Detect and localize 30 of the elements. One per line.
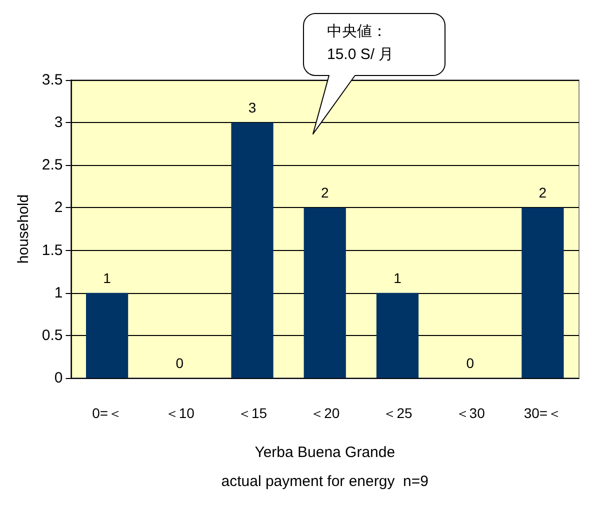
bar <box>86 292 128 378</box>
text: 中央値： 15.0 S/ 月 <box>327 22 394 65</box>
y-tick-label: 0.5 <box>42 326 63 344</box>
data-label: 2 <box>538 184 547 201</box>
bar <box>304 208 346 378</box>
bar <box>231 122 274 378</box>
bar <box>376 292 419 378</box>
y-tick-label: 1 <box>54 284 63 302</box>
x-tick-label: ＜30 <box>455 405 486 421</box>
y-axis-title: household <box>15 194 32 264</box>
data-label: 0 <box>466 355 474 371</box>
x-axis-title: Yerba Buena Grande actual payment for energy n=9 <box>221 444 428 490</box>
x-tick-label: ＜20 <box>310 405 340 421</box>
y-tick-label: 1.5 <box>42 242 63 259</box>
bar <box>522 208 564 378</box>
y-tick-label: 0 <box>54 370 63 386</box>
data-label: 2 <box>320 184 329 201</box>
data-label: 3 <box>248 100 256 116</box>
y-tick-label: 2.5 <box>42 156 63 174</box>
y-tick-label: 2 <box>54 199 63 216</box>
x-tick-label: ＜15 <box>237 405 268 421</box>
x-tick-label: ＜25 <box>382 405 412 421</box>
y-tick-label: 3.5 <box>42 72 63 88</box>
data-label: 0 <box>176 355 184 371</box>
x-tick-label: ＜10 <box>164 405 195 421</box>
data-label: 1 <box>103 270 112 286</box>
y-tick-label: 3 <box>54 114 63 132</box>
x-tick-label: 30=＜ <box>524 405 562 421</box>
x-tick-label: 0=＜ <box>92 405 122 421</box>
data-label: 1 <box>394 270 402 286</box>
